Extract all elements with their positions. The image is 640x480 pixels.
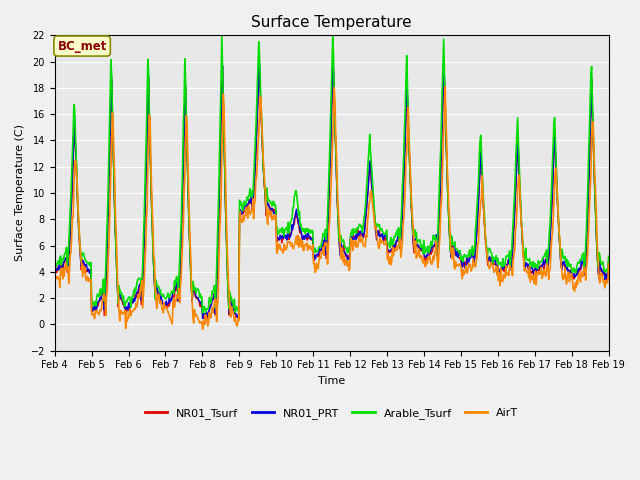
Y-axis label: Surface Temperature (C): Surface Temperature (C) <box>15 124 25 262</box>
Title: Surface Temperature: Surface Temperature <box>252 15 412 30</box>
X-axis label: Time: Time <box>318 376 345 386</box>
Legend: NR01_Tsurf, NR01_PRT, Arable_Tsurf, AirT: NR01_Tsurf, NR01_PRT, Arable_Tsurf, AirT <box>141 404 523 423</box>
Text: BC_met: BC_met <box>58 39 107 52</box>
